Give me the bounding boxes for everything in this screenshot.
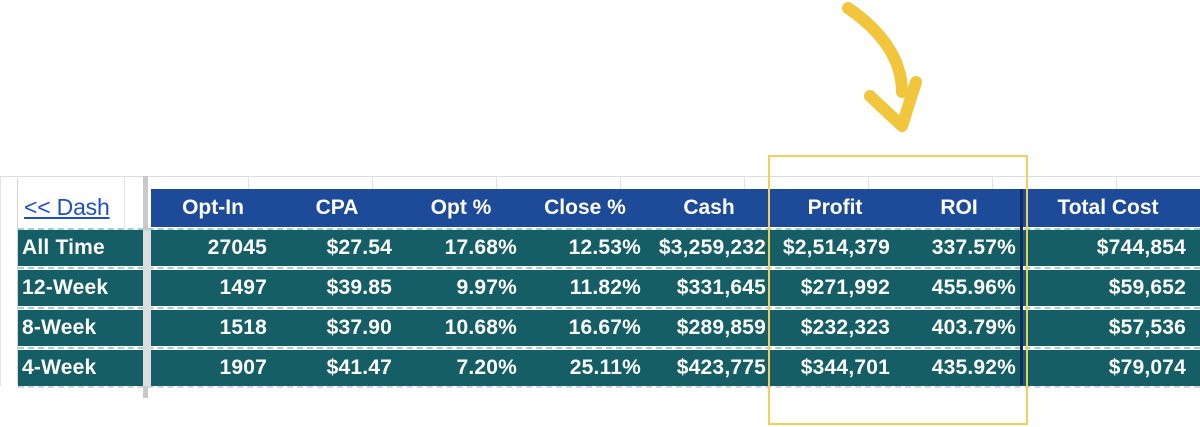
row-label[interactable]: 12-Week (22, 276, 109, 299)
cell-roi[interactable]: 337.57% (931, 236, 1016, 259)
row-divider (18, 386, 1200, 388)
cell-profit[interactable]: $2,514,379 (782, 236, 890, 259)
cell-opt-in[interactable]: 1497 (219, 276, 267, 299)
table-row: All Time 27045 $27.54 17.68% 12.53% $3,2… (18, 230, 1200, 266)
row-divider (18, 228, 1200, 230)
column-header-profit[interactable]: Profit (807, 196, 863, 219)
cell-cpa[interactable]: $27.54 (326, 236, 392, 259)
cell-opt-in[interactable]: 1518 (219, 316, 267, 339)
cell-profit[interactable]: $344,701 (800, 356, 890, 379)
cell-close-percent[interactable]: 25.11% (569, 356, 641, 379)
highlight-box (768, 155, 1028, 425)
row-divider (18, 307, 1200, 309)
cell-cash[interactable]: $331,645 (676, 276, 766, 299)
cell-close-percent[interactable]: 12.53% (568, 236, 641, 259)
column-header-total-cost[interactable]: Total Cost (1057, 196, 1159, 219)
cell-opt-percent[interactable]: 10.68% (444, 316, 517, 339)
cell-profit[interactable]: $232,323 (800, 316, 890, 339)
column-header-cash[interactable]: Cash (683, 196, 735, 219)
column-header-opt-percent[interactable]: Opt % (430, 196, 492, 219)
row-label[interactable]: 8-Week (22, 316, 97, 339)
cell-cash[interactable]: $289,859 (676, 316, 766, 339)
cell-total-cost[interactable]: $59,652 (1108, 276, 1186, 299)
cell-opt-percent[interactable]: 7.20% (456, 356, 517, 379)
row-divider (18, 347, 1200, 349)
table-row: 4-Week 1907 $41.47 7.20% 25.11% $423,775… (18, 350, 1200, 386)
cell-roi[interactable]: 435.92% (931, 356, 1016, 379)
column-header-opt-in[interactable]: Opt-In (182, 196, 244, 219)
table-row: 8-Week 1518 $37.90 10.68% 16.67% $289,85… (18, 310, 1200, 346)
cell-cpa[interactable]: $41.47 (326, 356, 392, 379)
cell-opt-percent[interactable]: 9.97% (456, 276, 517, 299)
column-header-cpa[interactable]: CPA (315, 196, 359, 219)
cell-opt-in[interactable]: 27045 (207, 236, 267, 259)
dash-link[interactable]: << Dash (24, 194, 110, 220)
cell-roi[interactable]: 403.79% (931, 316, 1016, 339)
row-divider (18, 267, 1200, 269)
cell-cash[interactable]: $3,259,232 (658, 236, 766, 259)
label-column-divider (143, 230, 151, 386)
row-label[interactable]: All Time (22, 236, 105, 259)
cell-profit[interactable]: $271,992 (800, 276, 890, 299)
table-header-row: Opt-In CPA Opt % Close % Cash Profit ROI… (151, 189, 1200, 227)
cell-opt-percent[interactable]: 17.68% (444, 236, 517, 259)
cell-close-percent[interactable]: 11.82% (569, 276, 641, 299)
table-row: 12-Week 1497 $39.85 9.97% 11.82% $331,64… (18, 270, 1200, 306)
cell-total-cost[interactable]: $744,854 (1096, 236, 1186, 259)
cell-close-percent[interactable]: 16.67% (568, 316, 641, 339)
cell-cpa[interactable]: $39.85 (326, 276, 392, 299)
row-header-stub (0, 178, 18, 384)
sheet-row-line (0, 176, 1200, 177)
column-divider (1020, 189, 1023, 385)
row-label[interactable]: 4-Week (22, 356, 97, 379)
cell-total-cost[interactable]: $57,536 (1108, 316, 1186, 339)
column-header-roi[interactable]: ROI (940, 196, 978, 219)
cell-cpa[interactable]: $37.90 (326, 316, 392, 339)
curved-arrow-down-icon (842, 2, 922, 132)
column-header-close-percent[interactable]: Close % (544, 196, 626, 219)
cell-roi[interactable]: 455.96% (931, 276, 1016, 299)
cell-cash[interactable]: $423,775 (676, 356, 766, 379)
cell-opt-in[interactable]: 1907 (219, 356, 267, 379)
cell-total-cost[interactable]: $79,074 (1108, 356, 1186, 379)
